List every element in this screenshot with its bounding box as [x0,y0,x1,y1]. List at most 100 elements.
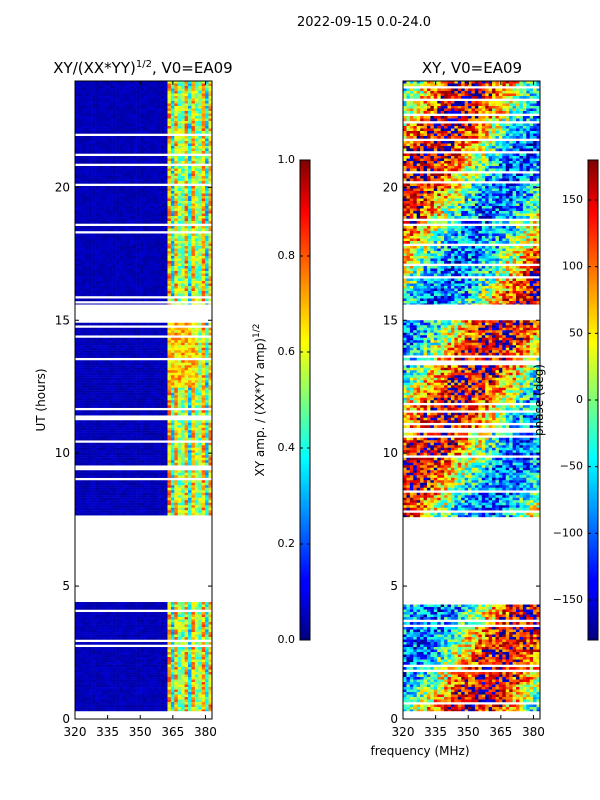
heatmap-cell [181,370,185,373]
heatmap-cell [137,353,141,356]
heatmap-cell [85,99,89,102]
heatmap-cell [154,652,158,655]
heatmap-cell [106,650,110,653]
heatmap-cell [147,680,151,683]
heatmap-cell [96,370,100,373]
heatmap-cell [106,345,110,348]
heatmap-cell [188,605,192,608]
heatmap-cell [171,498,175,501]
heatmap-cell [126,667,130,670]
heatmap-cell [181,383,185,386]
heatmap-cell [120,370,124,373]
heatmap-cell [174,503,178,506]
heatmap-cell [181,642,185,645]
heatmap-cell [195,690,199,693]
heatmap-cell [109,692,113,695]
heatmap-cell [185,670,189,673]
heatmap-cell [205,435,209,438]
heatmap-cell [85,398,89,401]
heatmap-cell [123,453,127,456]
heatmap-cell [171,340,175,343]
heatmap-cell [154,375,158,378]
heatmap-cell [147,420,151,423]
heatmap-cell [96,410,100,413]
heatmap-cell [92,403,96,406]
heatmap-cell [171,413,175,416]
heatmap-cell [99,605,103,608]
heatmap-cell [113,433,117,436]
heatmap-cell [78,119,82,122]
heatmap-cell [82,707,86,710]
heatmap-cell [126,602,130,605]
heatmap-cell [174,675,178,678]
heatmap-cell [150,99,154,102]
heatmap-cell [78,692,82,695]
heatmap-cell [157,435,161,438]
heatmap-cell [185,682,189,685]
heatmap-cell [181,473,185,476]
heatmap-cell [205,637,209,640]
heatmap-cell [120,650,124,653]
heatmap-cell [147,695,151,698]
heatmap-cell [96,380,100,383]
heatmap-cell [89,106,93,109]
heatmap-cell [171,116,175,119]
heatmap-cell [109,460,113,463]
heatmap-cell [130,642,134,645]
heatmap-cell [126,475,130,478]
heatmap-cell [113,667,117,670]
heatmap-cell [150,602,154,605]
heatmap-cell [126,652,130,655]
heatmap-cell [174,96,178,99]
heatmap-cell [150,398,154,401]
heatmap-cell [202,707,206,710]
heatmap-cell [178,333,182,336]
heatmap-cell [144,612,148,615]
heatmap-cell [123,675,127,678]
heatmap-cell [150,395,154,398]
heatmap-cell [92,488,96,491]
heatmap-cell [161,330,165,333]
heatmap-cell [102,500,106,503]
heatmap-cell [202,450,206,453]
heatmap-cell [126,675,130,678]
heatmap-cell [198,353,202,356]
heatmap-cell [167,690,171,693]
heatmap-cell [99,395,103,398]
heatmap-cell [202,383,206,386]
heatmap-cell [205,345,209,348]
heatmap-cell [113,483,117,486]
heatmap-cell [109,700,113,703]
heatmap-cell [106,350,110,353]
heatmap-cell [130,495,134,498]
heatmap-cell [120,665,124,668]
heatmap-cell [147,425,151,428]
heatmap-cell [109,705,113,708]
heatmap-cell [144,345,148,348]
heatmap-cell [205,480,209,483]
heatmap-cell [92,475,96,478]
heatmap-cell [85,493,89,496]
heatmap-cell [147,647,151,650]
heatmap-cell [167,687,171,690]
heatmap-cell [126,685,130,688]
heatmap-cell [191,503,195,506]
heatmap-cell [205,690,209,693]
heatmap-cell [178,388,182,391]
heatmap-cell [96,657,100,660]
heatmap-cell [195,702,199,705]
heatmap-cell [113,647,117,650]
heatmap-cell [109,89,113,92]
heatmap-cell [191,495,195,498]
heatmap-cell [164,333,168,336]
heatmap-cell [92,453,96,456]
heatmap-cell [85,483,89,486]
heatmap-cell [188,458,192,461]
heatmap-cell [191,667,195,670]
heatmap-cell [198,328,202,331]
heatmap-cell [195,373,199,376]
heatmap-cell [85,330,89,333]
heatmap-cell [137,475,141,478]
heatmap-cell [174,448,178,451]
heatmap-cell [202,615,206,618]
